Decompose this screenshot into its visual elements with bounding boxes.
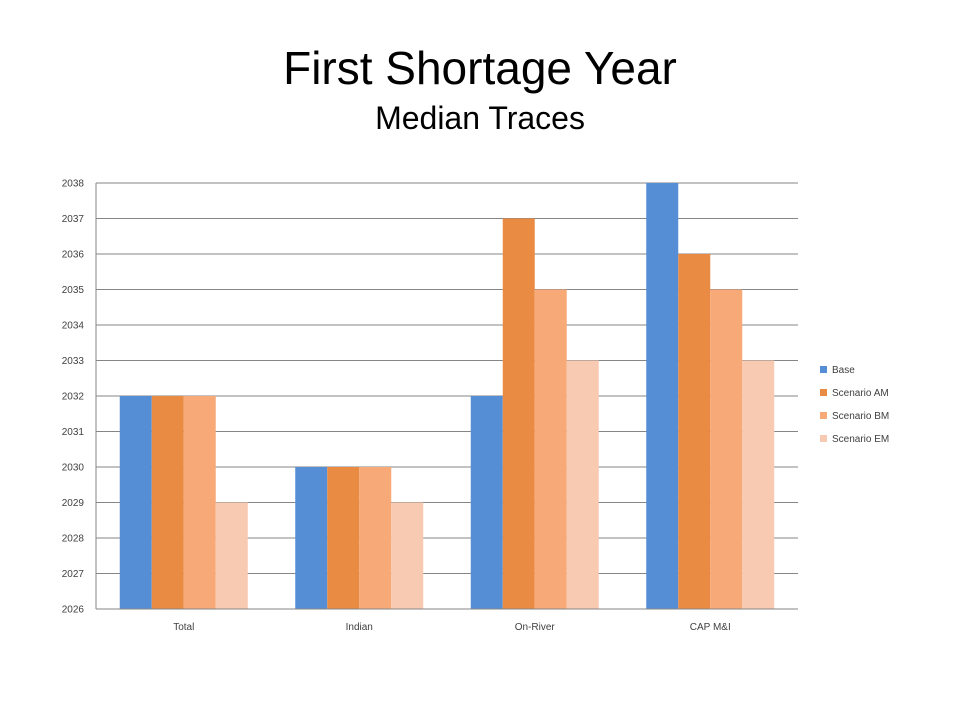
bar-cap-m-i-scenario-bm — [710, 289, 743, 609]
y-tick-label: 2035 — [62, 285, 85, 296]
legend-swatch — [820, 366, 827, 373]
bar-indian-scenario-bm — [359, 467, 392, 609]
legend-swatch — [820, 412, 827, 419]
bar-on-river-scenario-am — [502, 218, 535, 609]
bar-indian-scenario-em — [391, 502, 424, 609]
y-tick-label: 2032 — [62, 392, 85, 403]
bar-cap-m-i-scenario-em — [742, 360, 775, 609]
legend: Base Scenario AM Scenario BM Scenario EM — [820, 365, 889, 445]
y-tick-label: 2027 — [62, 569, 85, 580]
y-tick-label: 2036 — [62, 250, 85, 261]
y-tick-label: 2028 — [62, 534, 85, 545]
x-tick-label: On-River — [515, 622, 556, 633]
legend-label: Scenario AM — [832, 388, 889, 399]
x-tick-label: Total — [173, 622, 194, 633]
legend-label: Scenario EM — [832, 434, 889, 445]
chart-subtitle: Median Traces — [375, 100, 585, 136]
bar-cap-m-i-scenario-am — [678, 254, 711, 609]
legend-swatch — [820, 389, 827, 396]
y-tick-label: 2029 — [62, 498, 85, 509]
y-tick-label: 2037 — [62, 214, 85, 225]
legend-label: Base — [832, 365, 855, 376]
chart-title-block: First Shortage Year Median Traces — [0, 38, 960, 136]
bar-total-scenario-bm — [183, 396, 216, 609]
y-tick-label: 2026 — [62, 605, 85, 616]
bar-on-river-base — [470, 396, 503, 609]
bar-cap-m-i-base — [646, 183, 679, 609]
bar-total-base — [119, 396, 152, 609]
chart-title: First Shortage Year — [283, 42, 677, 94]
bar-total-scenario-em — [215, 502, 248, 609]
bar-on-river-scenario-bm — [534, 289, 567, 609]
y-tick-label: 2031 — [62, 427, 85, 438]
legend-swatch — [820, 435, 827, 442]
legend-label: Scenario BM — [832, 411, 889, 422]
y-tick-label: 2034 — [62, 321, 85, 332]
bar-indian-base — [295, 467, 328, 609]
bar-on-river-scenario-em — [566, 360, 599, 609]
bar-total-scenario-am — [151, 396, 184, 609]
x-tick-label: CAP M&I — [690, 622, 731, 633]
axes: 2026 2027 2028 2029 2030 2031 2032 2033 2034 2035… — [62, 179, 798, 633]
y-tick-label: 2033 — [62, 356, 85, 367]
bars — [119, 183, 775, 609]
y-tick-label: 2030 — [62, 463, 85, 474]
y-tick-label: 2038 — [62, 179, 85, 190]
bar-indian-scenario-am — [327, 467, 360, 609]
x-tick-label: Indian — [346, 622, 373, 633]
